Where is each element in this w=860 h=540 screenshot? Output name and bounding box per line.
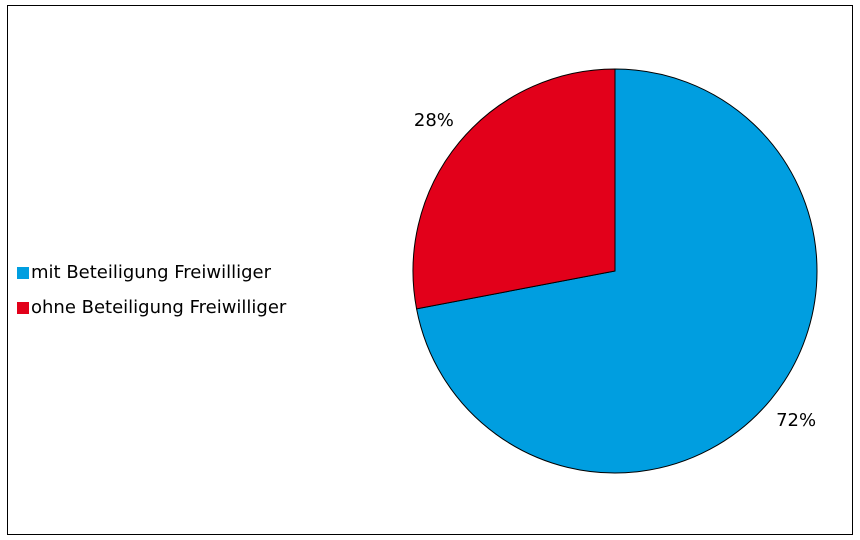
legend-label: mit Beteiligung Freiwilliger xyxy=(31,262,272,283)
legend-swatch xyxy=(17,267,29,279)
legend-label: ohne Beteiligung Freiwilliger xyxy=(31,297,287,318)
pie-slice xyxy=(412,68,616,310)
data-label: 28% xyxy=(414,110,454,131)
data-label: 72% xyxy=(776,410,816,431)
legend-swatch xyxy=(17,302,29,314)
pie-slice xyxy=(415,68,818,474)
